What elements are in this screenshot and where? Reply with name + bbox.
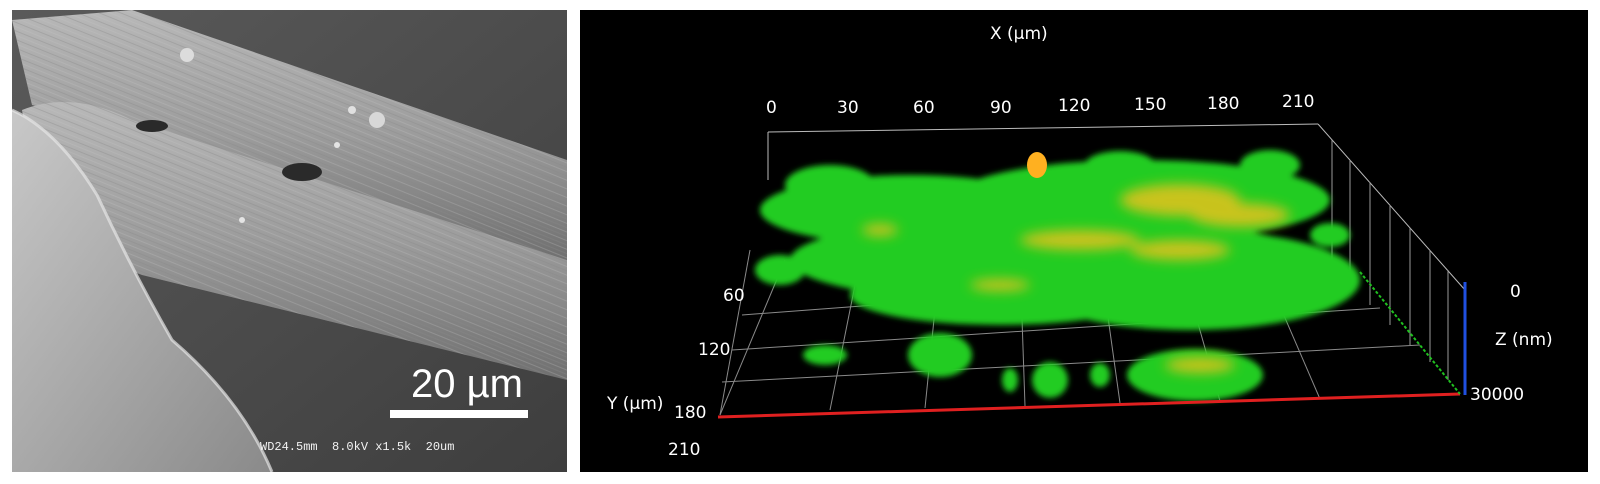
y-axis-line [1359, 271, 1461, 395]
sem-fiber-image [12, 10, 567, 472]
x-axis-line [717, 392, 1461, 419]
x-tick-180: 180 [1207, 94, 1240, 114]
bright-spot [1027, 152, 1047, 178]
sem-particle [12, 110, 272, 472]
x-tick-0: 0 [766, 98, 777, 118]
scale-bar-label: 20 µm [411, 362, 523, 406]
z-wall-grid [1331, 140, 1449, 380]
x-tick-120: 120 [1058, 96, 1091, 116]
biofilm-yellow [862, 184, 1290, 373]
x-tick-90: 90 [990, 98, 1012, 118]
y-tick-210: 210 [668, 440, 701, 460]
y-tick-120: 120 [698, 340, 731, 360]
z-axis-title: Z (nm) [1495, 330, 1553, 350]
y-axis-title: Y (µm) [607, 394, 664, 414]
biofilm-green [755, 150, 1360, 401]
clsm-volume-render [717, 123, 1467, 419]
y-tick-180: 180 [674, 403, 707, 423]
x-tick-210: 210 [1282, 92, 1315, 112]
sem-metadata: WD24.5mm 8.0kV x1.5k 20um [260, 440, 455, 454]
x-tick-60: 60 [913, 98, 935, 118]
z-tick-0: 0 [1510, 282, 1521, 302]
sem-micrograph: 20 µm WD24.5mm 8.0kV x1.5k 20um [12, 10, 567, 472]
clsm-3d-reconstruction: X (µm) 0 30 60 90 120 150 180 210 Y (µm)… [580, 10, 1588, 472]
z-tick-30000: 30000 [1470, 385, 1525, 405]
y-tick-60: 60 [723, 286, 745, 306]
scale-bar [390, 410, 528, 418]
x-tick-150: 150 [1134, 95, 1167, 115]
x-tick-30: 30 [837, 98, 859, 118]
x-axis-title: X (µm) [990, 24, 1048, 44]
